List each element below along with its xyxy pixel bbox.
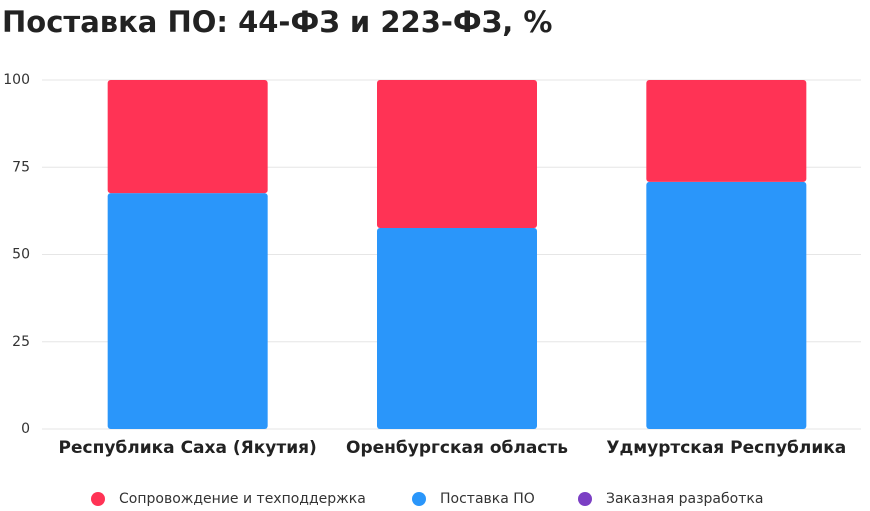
y-tick-label: 75	[12, 159, 30, 175]
legend-marker	[578, 492, 592, 506]
y-tick-label: 0	[21, 421, 30, 437]
y-tick-label: 100	[3, 72, 30, 88]
bar-segment	[107, 193, 268, 429]
x-tick-label: Удмуртская Республика	[606, 438, 846, 458]
legend-marker	[91, 492, 105, 506]
bar-segment	[107, 80, 268, 194]
legend-marker	[412, 492, 426, 506]
bar-segment	[646, 181, 807, 429]
y-tick-label: 25	[12, 334, 30, 350]
bar-segment	[646, 80, 807, 182]
bar-segment	[377, 227, 537, 429]
chart-title: Поставка ПО: 44-ФЗ и 223-ФЗ, %	[2, 5, 552, 39]
legend-label: Сопровождение и техподдержка	[119, 491, 366, 507]
y-tick-label: 50	[12, 247, 30, 263]
legend-label: Заказная разработка	[606, 491, 763, 507]
x-tick-label: Оренбургская область	[346, 438, 568, 458]
x-tick-label: Республика Саха (Якутия)	[59, 438, 317, 458]
legend-label: Поставка ПО	[440, 491, 535, 507]
bar-segment	[377, 80, 537, 228]
